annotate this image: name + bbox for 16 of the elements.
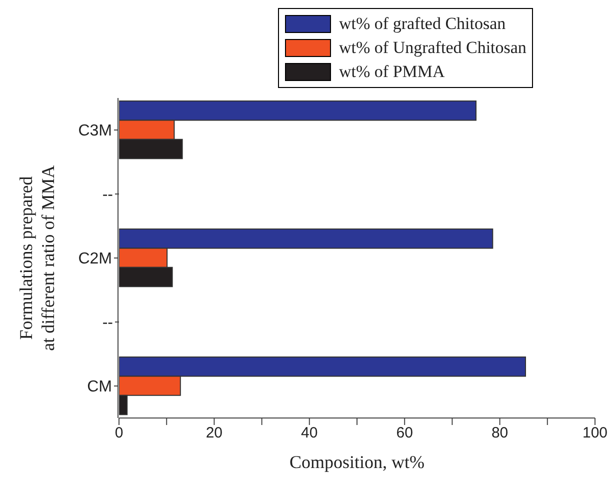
- x-tick-label: 80: [491, 424, 508, 442]
- y-tick-label: --: [102, 314, 113, 332]
- y-axis-title: Formulations prepared at different ratio of MMA: [16, 165, 58, 351]
- legend-label: wt% of Ungrafted Chitosan: [339, 38, 526, 58]
- x-tick-label: 60: [396, 424, 413, 442]
- legend-label: wt% of PMMA: [339, 62, 445, 82]
- x-tick-label: 100: [582, 424, 608, 442]
- y-tick-label: CM: [87, 378, 112, 396]
- y-tick-label: C3M: [78, 122, 112, 140]
- x-tick-label: 0: [114, 424, 124, 442]
- x-tick-label: 20: [206, 424, 223, 442]
- y-tick-label: C2M: [78, 250, 112, 268]
- x-axis-title: Composition, wt%: [289, 452, 425, 472]
- x-tick-label: 40: [301, 424, 318, 442]
- y-tick-label: --: [102, 186, 113, 204]
- legend-label: wt% of grafted Chitosan: [339, 14, 506, 34]
